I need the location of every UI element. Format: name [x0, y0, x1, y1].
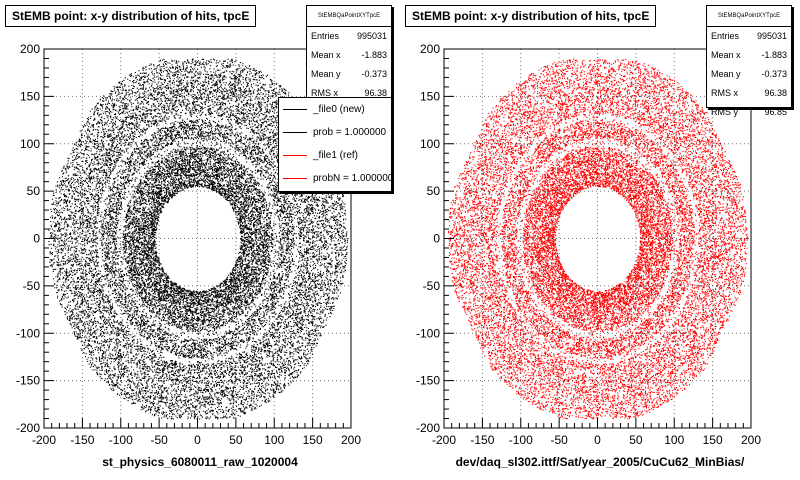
- stats-value: -1.883: [361, 50, 387, 60]
- y-tick-label: -150: [416, 374, 440, 388]
- histogram-panel-ref: -200 -150 -100 -50 0 50 100 150 200 -200 -150 -100 -…: [400, 0, 800, 480]
- x-tick-label: -150: [470, 433, 494, 447]
- x-tick-label: 200: [741, 433, 761, 447]
- stats-row-rms-x: RMS x 96.38: [307, 84, 391, 103]
- stats-label: Mean y: [711, 69, 741, 79]
- y-tick-label: -150: [16, 374, 40, 388]
- stats-row-mean-y: Mean y -0.373: [307, 65, 391, 84]
- x-tick-label: -50: [550, 433, 568, 447]
- x-tick-label: -100: [109, 433, 133, 447]
- x-tick-label: 150: [703, 433, 723, 447]
- stats-label: RMS x: [311, 88, 338, 98]
- stats-row-mean-y: Mean y -0.373: [707, 65, 791, 84]
- x-tick-label: -50: [150, 433, 168, 447]
- y-tick-label: 100: [420, 137, 440, 151]
- y-tick-label: 50: [27, 184, 41, 198]
- legend-line-swatch: [283, 178, 307, 179]
- x-tick-label: 50: [629, 433, 643, 447]
- legend-entry: _file1 (ref): [279, 144, 391, 167]
- y-tick-label: -50: [23, 279, 41, 293]
- legend-line-swatch: [283, 109, 307, 110]
- plot-title: StEMB point: x-y distribution of hits, t…: [405, 5, 657, 27]
- legend-line-swatch: [283, 155, 307, 156]
- stats-box: StEMBQaPointXYTpcE Entries 995031 Mean x…: [306, 5, 392, 108]
- legend-label: probN = 1.000000: [313, 173, 392, 184]
- legend-box: _file0 (new) prob = 1.000000 _file1 (ref…: [278, 97, 392, 192]
- x-axis-label: dev/daq_sl302.ittf/Sat/year_2005/CuCu62_…: [455, 455, 745, 469]
- y-tick-label: 0: [433, 232, 440, 246]
- y-tick-label: 0: [33, 232, 40, 246]
- stats-row-mean-x: Mean x -1.883: [307, 46, 391, 65]
- stats-box: StEMBQaPointXYTpcE Entries 995031 Mean x…: [706, 5, 792, 117]
- legend-entry: _file0 (new): [279, 98, 391, 121]
- plot-title: StEMB point: x-y distribution of hits, t…: [5, 5, 257, 27]
- stats-label: Mean y: [311, 69, 341, 79]
- stats-row-rms-x: RMS x 96.38: [707, 84, 791, 103]
- stats-value: 96.85: [764, 107, 787, 117]
- x-tick-label: -100: [509, 433, 533, 447]
- stats-value: -0.373: [361, 69, 387, 79]
- legend-label: _file1 (ref): [313, 150, 359, 161]
- x-tick-label: 50: [229, 433, 243, 447]
- y-tick-label: 200: [420, 42, 440, 56]
- stats-value: 995031: [756, 31, 787, 41]
- legend-entry: prob = 1.000000: [279, 121, 391, 144]
- y-tick-label: 100: [20, 137, 40, 151]
- stats-row-mean-x: Mean x -1.883: [707, 46, 791, 65]
- stats-label: Entries: [311, 31, 340, 41]
- legend-label: prob = 1.000000: [313, 127, 387, 138]
- hit-points: [448, 58, 749, 420]
- stats-value: 995031: [356, 31, 387, 41]
- stats-header: StEMBQaPointXYTpcE: [707, 6, 791, 27]
- y-tick-label: -200: [416, 421, 440, 435]
- x-tick-label: -200: [432, 433, 456, 447]
- x-tick-label: 100: [664, 433, 684, 447]
- stats-label: RMS y: [711, 107, 738, 117]
- stats-value: -0.373: [761, 69, 787, 79]
- y-tick-label: -200: [16, 421, 40, 435]
- plot-area-ref: -200 -150 -100 -50 0 50 100 150 200 -200 -150 -100 -…: [416, 42, 761, 447]
- y-tick-label: -100: [16, 326, 40, 340]
- y-tick-label: 150: [420, 89, 440, 103]
- stats-label: Mean x: [711, 50, 741, 60]
- x-tick-label: 150: [303, 433, 323, 447]
- stats-label: RMS x: [711, 88, 738, 98]
- stats-row-entries: Entries 995031: [707, 27, 791, 46]
- x-tick-label: -200: [32, 433, 56, 447]
- stats-value: 96.38: [364, 88, 387, 98]
- y-tick-label: 50: [427, 184, 441, 198]
- histogram-panel-new: -200 -150 -100 -50 0 50 100 150 200 -200 -150 -100 -…: [5, 5, 392, 469]
- legend-entry: probN = 1.000000: [279, 167, 391, 190]
- stats-header: StEMBQaPointXYTpcE: [307, 6, 391, 27]
- stats-row-entries: Entries 995031: [307, 27, 391, 46]
- x-tick-label: 100: [264, 433, 284, 447]
- stats-label: Entries: [711, 31, 740, 41]
- x-axis-label: st_physics_6080011_raw_1020004: [102, 455, 298, 469]
- x-tick-label: 0: [194, 433, 201, 447]
- y-tick-label: -50: [423, 279, 441, 293]
- stats-value: 96.38: [764, 88, 787, 98]
- y-tick-label: 150: [20, 89, 40, 103]
- legend-label: _file0 (new): [313, 104, 365, 115]
- y-tick-label: -100: [416, 326, 440, 340]
- stats-label: Mean x: [311, 50, 341, 60]
- stats-value: -1.883: [761, 50, 787, 60]
- legend-line-swatch: [283, 132, 307, 133]
- x-tick-label: 200: [341, 433, 361, 447]
- hit-points: [48, 58, 349, 420]
- stats-row-rms-y: RMS y 96.85: [707, 103, 791, 122]
- x-tick-label: -150: [70, 433, 94, 447]
- y-tick-label: 200: [20, 42, 40, 56]
- x-tick-label: 0: [594, 433, 601, 447]
